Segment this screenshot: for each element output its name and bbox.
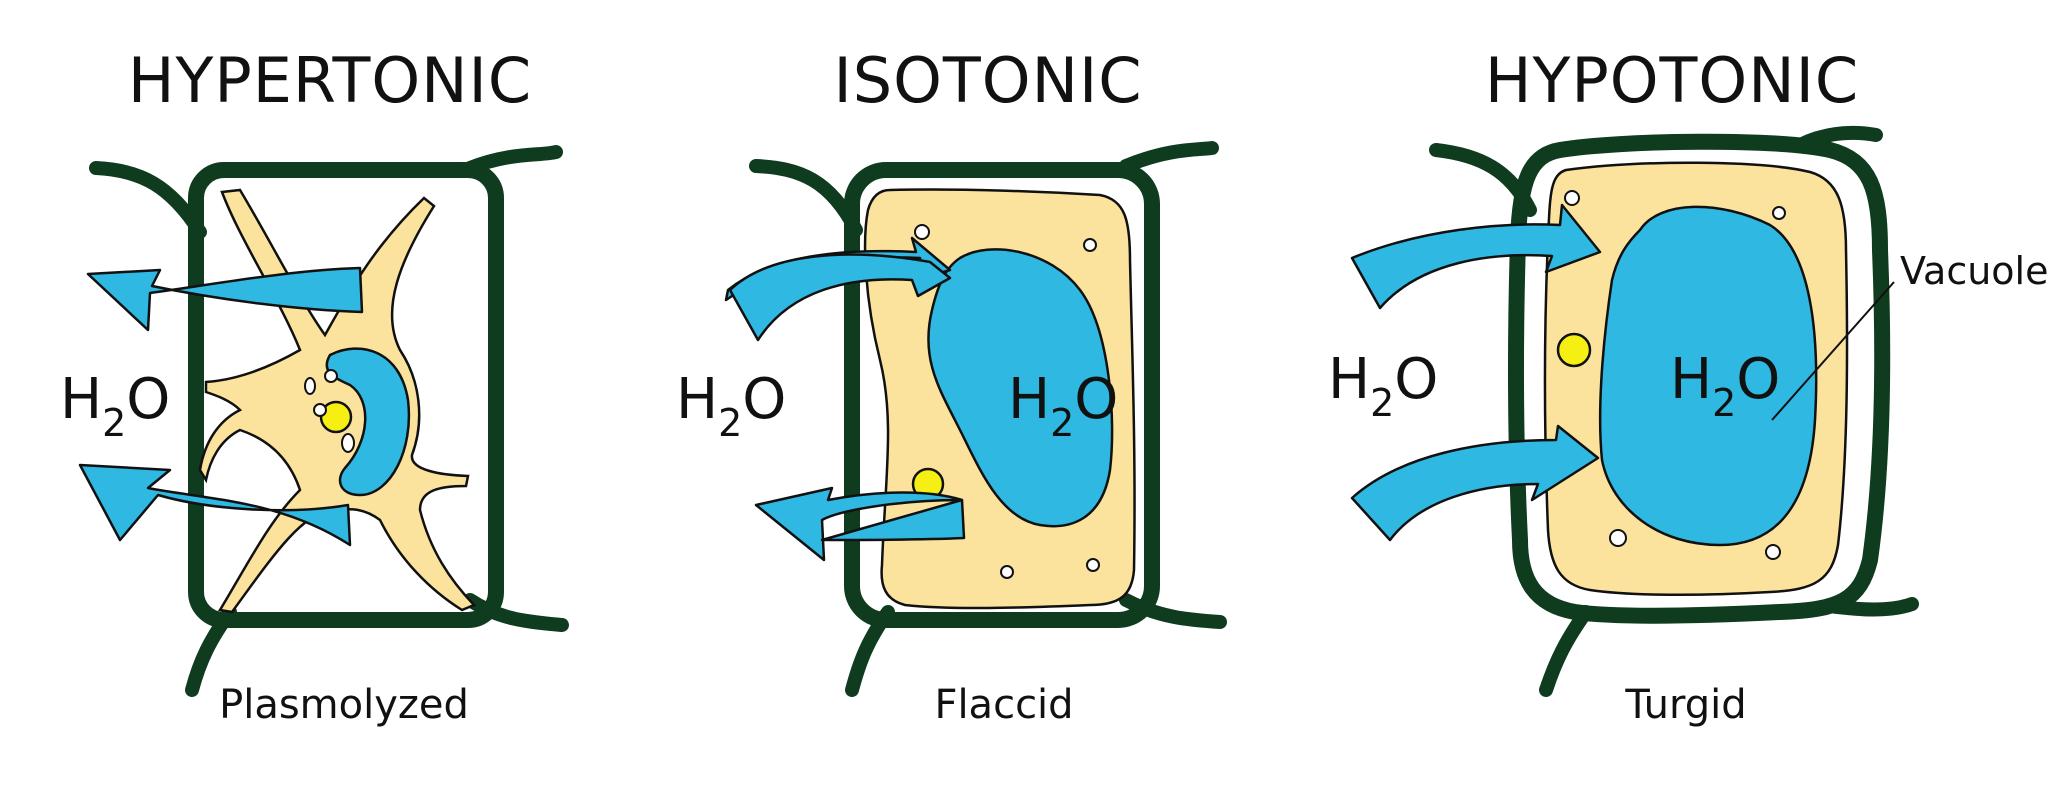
nucleus	[319, 400, 353, 434]
vesicle	[324, 369, 338, 383]
cell-wall	[1429, 125, 1919, 697]
panel-title: HYPOTONIC	[1485, 44, 1859, 117]
panel-title: ISOTONIC	[833, 44, 1142, 117]
cell-wall	[89, 145, 569, 697]
vesicle	[1609, 529, 1627, 547]
panel-caption: Plasmolyzed	[219, 682, 469, 728]
vacuole-water-label: H2O	[1670, 347, 1780, 425]
vesicle	[1564, 190, 1580, 206]
water-outflow-arrow	[754, 486, 966, 562]
nucleus	[1556, 332, 1592, 368]
vesicle	[304, 377, 316, 395]
vesicle	[1083, 238, 1097, 252]
vacuole	[927, 248, 1114, 528]
panel-hypertonic: HYPERTONIC H2O Plasmolyzed	[60, 44, 569, 728]
water-outflow-arrow	[78, 463, 352, 547]
water-outflow-arrow	[86, 266, 364, 332]
water-inflow-arrow	[1350, 424, 1600, 542]
panel-caption: Flaccid	[934, 682, 1073, 728]
vesicle	[1772, 206, 1786, 220]
vacuole-callout-line	[1771, 281, 1895, 421]
panel-hypotonic: HYPOTONIC H2O H2O Vacuole T	[1328, 44, 2048, 728]
vesicle	[1086, 558, 1100, 572]
water-inflow-arrow	[728, 253, 952, 342]
vesicle	[1765, 544, 1781, 560]
vesicle	[341, 433, 355, 453]
vesicle	[1000, 565, 1014, 579]
water-label: H2O	[1328, 347, 1438, 425]
water-label: H2O	[60, 367, 170, 445]
vesicle	[914, 224, 930, 240]
vacuole	[325, 347, 411, 497]
panel-isotonic: ISOTONIC H2O H2O Flaccid	[676, 44, 1227, 728]
panel-title: HYPERTONIC	[128, 44, 532, 117]
vacuole	[1598, 205, 1818, 547]
vesicle	[313, 403, 327, 417]
cell-wall	[749, 141, 1227, 697]
panel-caption: Turgid	[1624, 682, 1746, 728]
vacuole-water-label: H2O	[1008, 367, 1118, 445]
water-inflow-arrow	[1350, 203, 1602, 310]
vacuole-callout-label: Vacuole	[1900, 249, 2048, 293]
water-label: H2O	[676, 367, 786, 445]
